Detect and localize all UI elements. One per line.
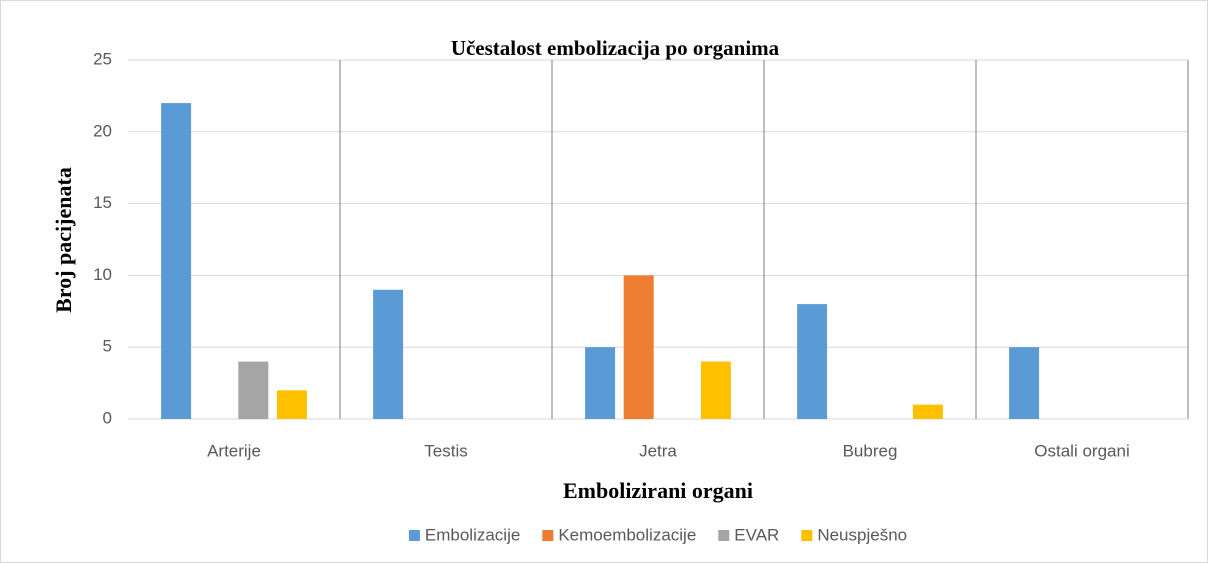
- bar: [585, 347, 616, 419]
- legend-label: Kemoembolizacije: [558, 525, 696, 544]
- bar: [1009, 347, 1040, 419]
- bar: [276, 390, 307, 419]
- x-tick-label: Arterije: [207, 441, 261, 460]
- y-axis-title: Broj pacijenata: [51, 167, 76, 313]
- legend-label: EVAR: [734, 525, 779, 544]
- y-tick-label: 25: [93, 49, 112, 68]
- x-axis-title: Embolizirani organi: [563, 478, 753, 503]
- bar: [238, 361, 269, 419]
- bar: [797, 304, 828, 419]
- x-tick-label: Ostali organi: [1034, 441, 1129, 460]
- bar: [161, 103, 192, 419]
- legend-swatch: [542, 530, 554, 541]
- x-tick-label: Bubreg: [843, 441, 898, 460]
- bar: [700, 361, 731, 419]
- bar: [912, 404, 943, 419]
- chart-title: Učestalost embolizacija po organima: [451, 36, 780, 60]
- legend-label: Embolizacije: [425, 525, 520, 544]
- bar: [373, 289, 404, 419]
- y-tick-label: 5: [103, 337, 112, 356]
- y-tick-label: 20: [93, 121, 112, 140]
- legend-label: Neuspješno: [817, 525, 907, 544]
- y-tick-label: 0: [103, 408, 112, 427]
- y-tick-label: 10: [93, 265, 112, 284]
- legend-swatch: [801, 530, 813, 541]
- bar: [623, 275, 654, 419]
- y-tick-label: 15: [93, 193, 112, 212]
- legend-swatch: [718, 530, 730, 541]
- x-tick-label: Jetra: [639, 441, 677, 460]
- legend-swatch: [408, 530, 420, 541]
- x-tick-label: Testis: [424, 441, 467, 460]
